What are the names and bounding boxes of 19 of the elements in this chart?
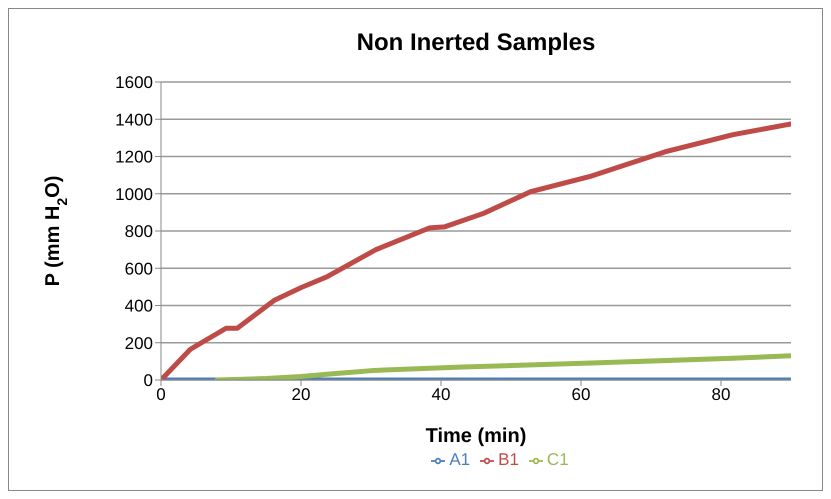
x-tick-label: 20	[292, 385, 310, 404]
y-tick-label: 400	[124, 296, 153, 316]
x-tick-label: 40	[432, 385, 450, 404]
y-tick-label: 0	[144, 371, 153, 390]
x-tick-label: 60	[572, 385, 590, 404]
y-tick-label: 1600	[115, 73, 153, 92]
y-tick-label: 1400	[115, 110, 153, 130]
legend-label: A1	[449, 450, 470, 469]
y-tick-label: 600	[124, 259, 153, 278]
legend-label: B1	[498, 450, 519, 469]
y-tick-label: 200	[124, 334, 153, 353]
y-tick-label: 1000	[115, 184, 153, 204]
chart-title: Non Inerted Samples	[356, 29, 596, 57]
x-tick-label: 0	[156, 385, 166, 404]
y-tick-label: 1200	[115, 148, 153, 167]
y-tick-label: 800	[124, 222, 153, 242]
x-axis-title: Time (min)	[426, 425, 526, 447]
x-tick-label: 80	[712, 385, 730, 404]
legend-label: C1	[546, 450, 569, 469]
